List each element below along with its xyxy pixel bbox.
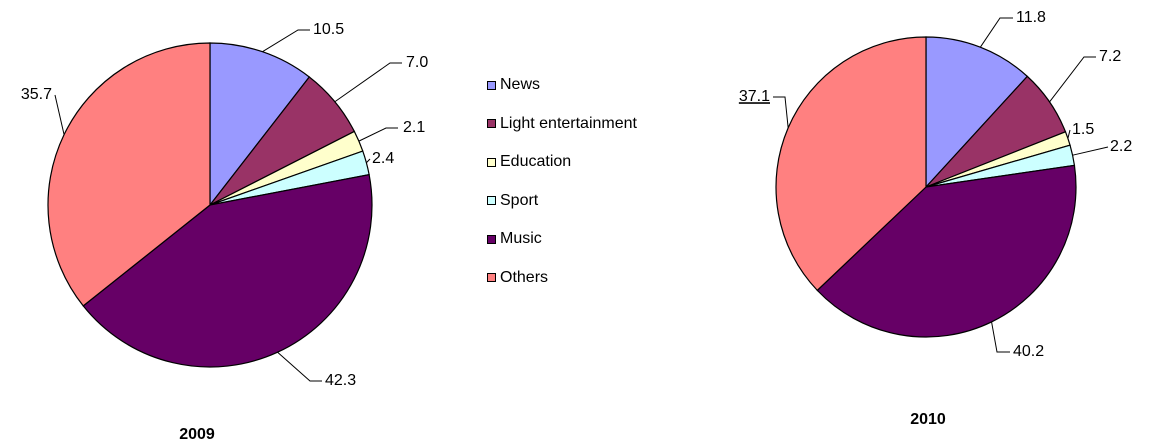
leader-line-2009-news [262,29,310,53]
data-label-2009-light-entertainment: 7.0 [406,54,428,71]
data-label-2010-light-entertainment: 7.2 [1099,48,1121,65]
data-label-2009-others: 35.7 [21,86,52,103]
legend-label-sport: Sport [500,191,539,209]
legend-item-sport: Sport [487,182,637,221]
leader-line-2010-sport [1072,146,1109,156]
leader-line-2010-light-entertainment [1049,56,1096,103]
legend-swatch-education [487,157,496,167]
data-label-2010-news: 11.8 [1016,9,1046,26]
chart-title-2010: 2010 [910,411,946,428]
leader-line-2010-music [991,321,1010,353]
leader-line-2009-sport [366,158,371,164]
pie-slice-2009-news [209,42,311,207]
leader-line-2010-education [1067,129,1071,139]
leader-line-2009-music [277,351,322,382]
leader-line-2009-others [54,94,65,135]
pie-2010: 11.8 7.2 1.5 2.2 40.2 37.1 [739,9,1132,360]
chart-title-2009: 2009 [179,426,215,443]
legend-item-others: Others [487,259,637,298]
leader-line-2009-light-entertainment [334,62,402,103]
pie-slice-2010-news [925,36,1029,189]
pie-slice-2009-others [47,42,211,307]
data-label-2010-education: 1.5 [1072,121,1094,138]
pie-slice-2009-music [82,173,373,368]
legend-item-music: Music [487,220,637,259]
data-label-2009-education: 2.1 [403,119,425,136]
legend-label-news: News [500,76,541,94]
legend-swatch-music [487,234,496,244]
legend: News Light entertainment Education Sport… [487,66,637,297]
legend-item-news: News [487,66,637,105]
legend-label-others: Others [500,268,549,286]
pie-2009: 10.5 7.0 2.1 2.4 42.3 35.7 [21,21,428,389]
legend-swatch-light-entertainment [487,119,496,129]
leader-line-2010-news [979,17,1013,48]
legend-item-education: Education [487,143,637,182]
data-label-2010-sport: 2.2 [1110,138,1132,155]
legend-label-light-entertainment: Light entertainment [500,114,637,132]
leader-line-2009-education [358,127,398,142]
data-label-2010-others: 37.1 [739,88,770,105]
legend-label-music: Music [500,230,542,248]
legend-swatch-news [487,80,496,90]
pie-slice-2010-others [775,36,927,292]
data-label-2009-news: 10.5 [313,21,344,38]
data-label-2010-music: 40.2 [1013,343,1044,360]
data-label-2009-music: 42.3 [325,372,356,389]
legend-swatch-sport [487,196,496,206]
legend-label-education: Education [500,153,572,171]
leader-line-2010-others [773,96,789,128]
legend-swatch-others [487,273,496,283]
legend-item-light-entertainment: Light entertainment [487,105,637,144]
data-label-2009-sport: 2.4 [372,150,394,167]
